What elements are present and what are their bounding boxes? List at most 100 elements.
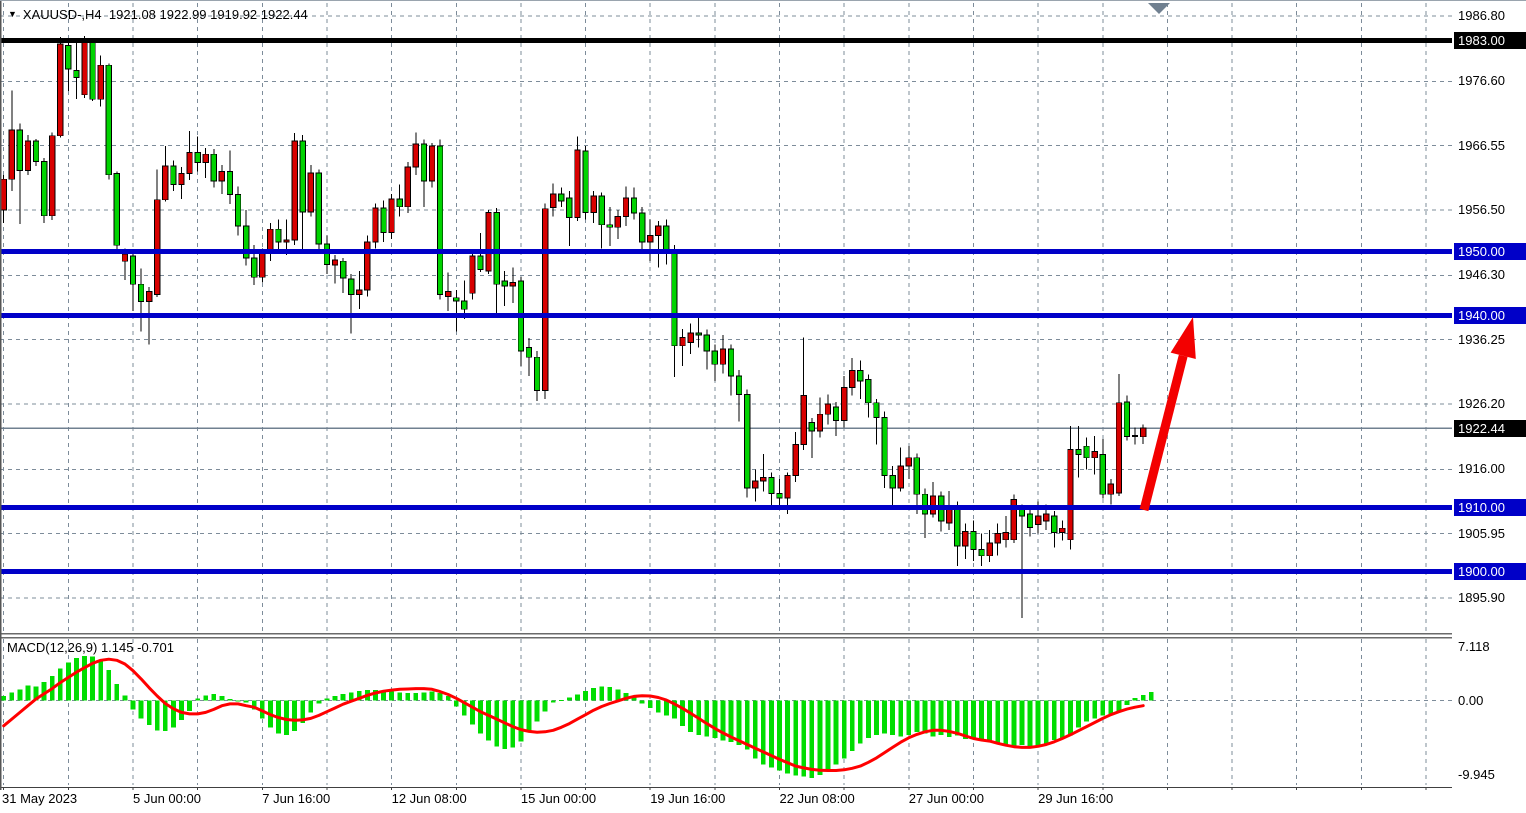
time-axis-label: 27 Jun 00:00 <box>908 791 984 806</box>
candle-body-down <box>606 224 613 228</box>
candle-body-down <box>170 165 177 185</box>
price-axis-label: 1966.55 <box>1458 137 1505 153</box>
candle-body-down <box>525 347 533 358</box>
macd-bar <box>833 700 839 765</box>
candle-body-up <box>962 530 969 547</box>
candle-body-up <box>412 143 419 168</box>
candlestick-series <box>0 35 1147 618</box>
candle-body-down <box>881 416 888 477</box>
macd-bar <box>1019 700 1025 746</box>
price-axis-label: 1926.20 <box>1458 395 1505 411</box>
macd-bar <box>65 662 71 701</box>
macd-bar <box>502 700 508 749</box>
macd-bar <box>316 700 322 704</box>
candle-body-up <box>291 140 298 241</box>
macd-bar <box>785 700 790 774</box>
candle-body-up <box>614 215 622 228</box>
candle-body-up <box>622 197 630 217</box>
candle-body-down <box>638 212 646 243</box>
macd-bar <box>874 700 879 735</box>
macd-bar <box>995 700 1001 744</box>
candle-body-down <box>1083 445 1090 459</box>
candle-body-up <box>1067 448 1074 541</box>
time-axis-label: 15 Jun 00:00 <box>520 791 597 806</box>
macd-bar <box>356 690 362 701</box>
macd-bar <box>793 700 799 776</box>
price-axis-label: 1946.30 <box>1458 267 1505 283</box>
chart-shift-marker-icon[interactable] <box>1148 3 1170 14</box>
macd-bar <box>615 689 621 701</box>
macd-bar <box>534 700 540 722</box>
arrow-head <box>1170 317 1196 359</box>
candle-body-up <box>1043 513 1050 522</box>
candle-body-down <box>1051 515 1058 534</box>
candle-body-down <box>978 548 985 557</box>
macd-bar <box>130 700 136 710</box>
macd-bar <box>348 692 354 701</box>
macd-bar <box>591 687 597 701</box>
chart-title: ▼ XAUUSD-,H4 1921.08 1922.99 1919.92 1922… <box>8 7 308 22</box>
macd-bar <box>720 700 726 741</box>
candle-body-up <box>331 259 339 266</box>
candle-body-down <box>735 375 743 395</box>
candle-body-down <box>921 493 929 515</box>
candle-body-up <box>816 413 824 432</box>
macd-bar <box>74 658 79 701</box>
candle-body-down <box>137 283 145 303</box>
macd-bar <box>566 697 572 701</box>
candle-body-down <box>436 145 444 295</box>
macd-bar <box>1068 700 1073 736</box>
macd-bar <box>890 700 896 735</box>
macd-bar <box>599 686 605 701</box>
candle-body-up <box>1059 527 1066 534</box>
macd-bar <box>680 700 685 726</box>
macd-signal-line[interactable] <box>2 657 1145 772</box>
macd-bar <box>98 661 104 701</box>
macd-bar <box>1108 700 1114 714</box>
candle-body-up <box>841 386 848 422</box>
arrow-shaft <box>1139 354 1188 512</box>
candle-body-up <box>146 290 153 303</box>
candle-body-up <box>1091 450 1098 459</box>
triangle-down-icon[interactable]: ▼ <box>8 9 17 19</box>
macd-bar <box>82 655 87 701</box>
macd-bar <box>284 700 289 735</box>
macd-bar <box>146 700 152 726</box>
time-axis[interactable]: 31 May 2023 5 Jun 00:00 7 Jun 16:00 12 Jun … <box>0 790 1452 813</box>
price-axis[interactable]: 1986.80 1976.60 1966.55 1956.50 1946.30 1936.… <box>1452 1 1526 813</box>
macd-bar <box>1092 700 1098 719</box>
macd-bar <box>857 700 863 744</box>
candle-body-up <box>404 166 411 208</box>
macd-bar <box>752 700 758 759</box>
candle-body-down <box>954 505 961 547</box>
candle-body-down <box>129 255 137 285</box>
candle-body-up <box>986 542 993 557</box>
candle-body-down <box>1018 509 1026 517</box>
candle-body-down <box>663 225 670 251</box>
macd-bar <box>510 700 516 748</box>
price-badge-black: 1922.44 <box>1454 419 1526 437</box>
macd-bar <box>704 700 710 737</box>
candle-body-down <box>323 243 331 265</box>
candle-body-down <box>113 173 120 246</box>
candle-body-up <box>590 195 597 214</box>
macd-bar <box>1084 700 1089 722</box>
ohlc-low: 1919.92 <box>210 7 258 22</box>
macd-bar <box>882 700 887 734</box>
macd-bar <box>494 700 500 747</box>
macd-bar <box>437 693 443 701</box>
candle-body-down <box>889 475 896 489</box>
macd-bar <box>655 700 661 713</box>
macd-bar <box>558 699 564 701</box>
candle-body-down <box>832 406 840 422</box>
macd-bar <box>817 700 823 775</box>
candle-body-down <box>533 356 541 391</box>
macd-bar <box>445 696 451 701</box>
candle-body-up <box>550 193 557 208</box>
candle-body-up <box>897 465 904 489</box>
macd-bar <box>308 700 314 713</box>
trend-arrow[interactable] <box>1139 317 1196 512</box>
macd-bar <box>712 700 718 738</box>
candle-body-down <box>242 225 250 259</box>
